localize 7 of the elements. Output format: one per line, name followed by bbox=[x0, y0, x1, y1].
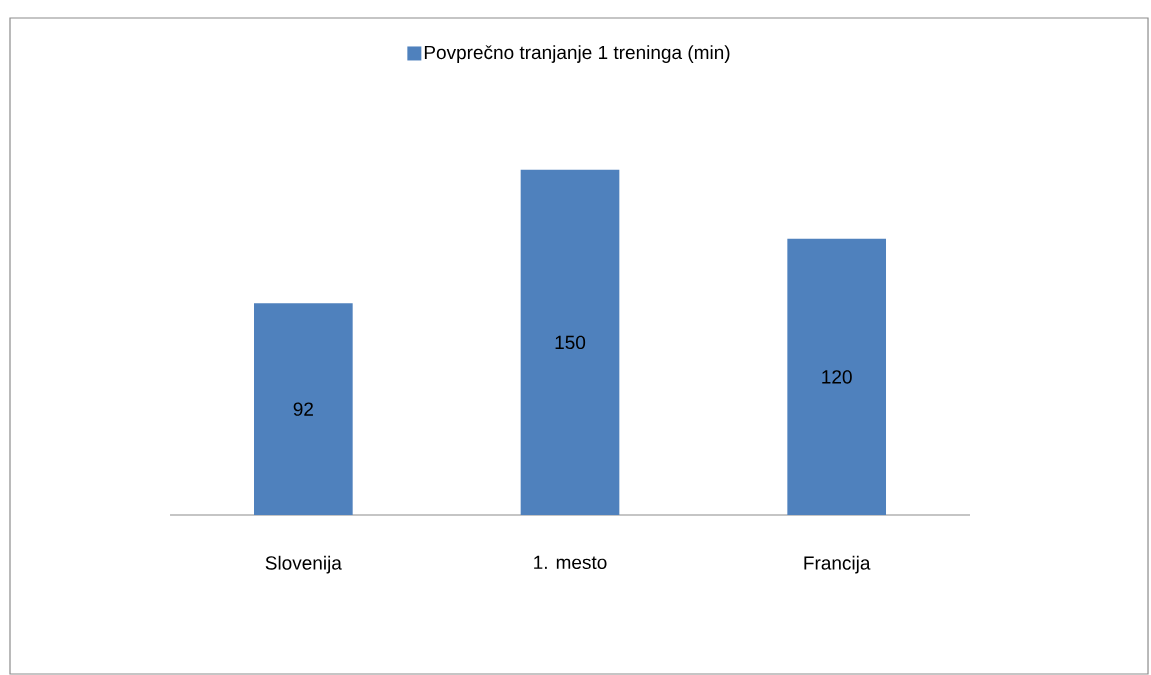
data-label: 92 bbox=[293, 402, 313, 416]
data-label: 150 bbox=[555, 335, 586, 350]
x-tick-label: 1. mesto bbox=[534, 555, 607, 570]
legend-label: Povprečno tranjanje 1 treninga (min) bbox=[424, 45, 730, 63]
x-tick-label: Slovenija bbox=[265, 555, 342, 574]
x-tick-label: Francija bbox=[804, 555, 871, 574]
data-label: 120 bbox=[822, 370, 852, 384]
